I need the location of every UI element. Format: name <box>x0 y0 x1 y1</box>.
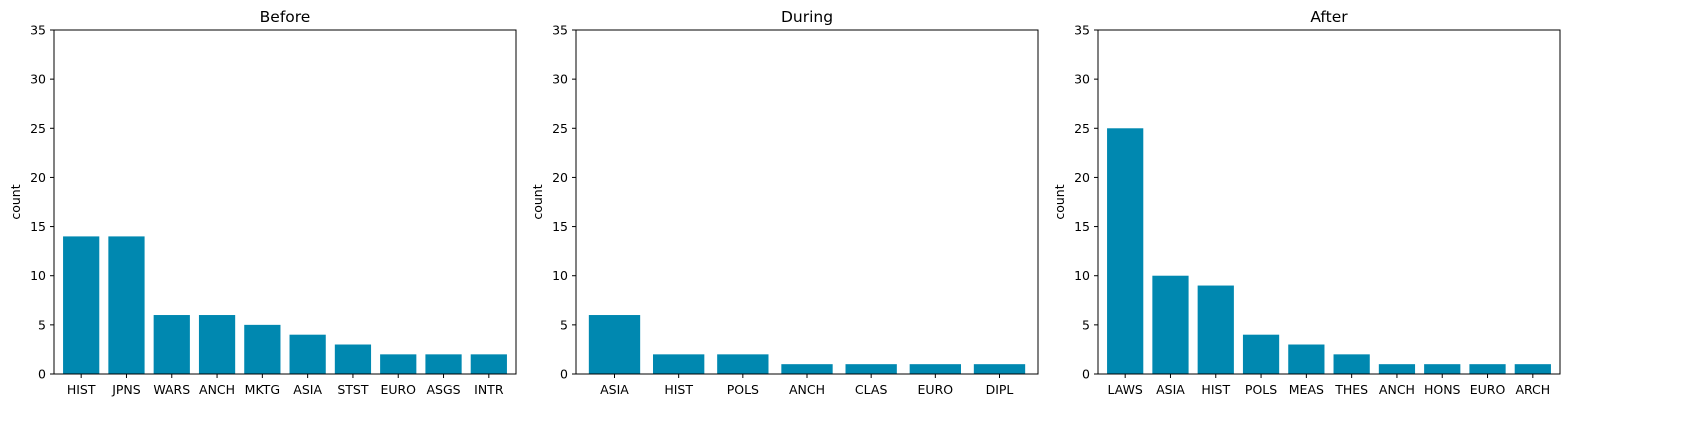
x-tick-label: ANCH <box>789 382 825 397</box>
subplot-1: 0 5 10 15 20 25 30 35 ASIA HIST POLS ANCH CLAS EURO DI… <box>530 8 1039 397</box>
chart-title: Before <box>260 8 311 26</box>
x-tick-label: MKTG <box>245 382 280 397</box>
y-tick-label: 30 <box>1074 72 1090 87</box>
bar-asia <box>588 315 641 374</box>
x-tick-label: STST <box>337 382 369 397</box>
x-tick-label: EURO <box>918 382 954 397</box>
y-tick-label: 35 <box>552 23 568 38</box>
bar-clas <box>845 364 897 374</box>
x-tick-label: POLS <box>727 382 759 397</box>
y-tick-label: 20 <box>1074 170 1090 185</box>
x-tick-label: EURO <box>1470 382 1506 397</box>
y-axis-label: count <box>530 184 545 219</box>
y-tick-label: 25 <box>552 121 568 136</box>
axes-frame <box>575 29 1039 375</box>
bar-thes <box>1333 354 1370 374</box>
x-tick-label: ASIA <box>1156 382 1185 397</box>
x-tick-label: MEAS <box>1289 382 1324 397</box>
bar-pols <box>717 354 769 374</box>
x-tick-label: HIST <box>67 382 96 397</box>
bar-pols <box>1242 334 1280 374</box>
x-tick-label: HIST <box>664 382 693 397</box>
subplot-2: 0 5 10 15 20 25 30 35 LAWS ASIA HIST POLS MEAS THES AN… <box>1052 8 1561 397</box>
bar-euro <box>909 364 961 374</box>
chart-title: After <box>1310 8 1348 26</box>
y-tick-label: 10 <box>1074 268 1090 283</box>
bar-jpns <box>108 236 145 374</box>
y-tick-label: 10 <box>552 268 568 283</box>
y-tick-label: 25 <box>30 121 46 136</box>
x-tick-label: ANCH <box>1379 382 1415 397</box>
bar-anch <box>198 315 236 374</box>
x-tick-label: WARS <box>153 382 190 397</box>
x-tick-label: ASIA <box>600 382 629 397</box>
x-tick-label: JPNS <box>111 382 141 397</box>
x-tick-label: LAWS <box>1107 382 1142 397</box>
x-tick-label: HIST <box>1201 382 1230 397</box>
chart-title: During <box>781 8 833 26</box>
bar-euro <box>380 354 417 374</box>
x-tick-label: ASGS <box>426 382 460 397</box>
y-tick-label: 30 <box>30 72 46 87</box>
y-tick-label: 5 <box>560 317 568 332</box>
y-tick-label: 0 <box>1082 367 1090 382</box>
y-tick-label: 15 <box>552 219 568 234</box>
bar-asia <box>289 334 326 374</box>
x-tick-label: ARCH <box>1515 382 1550 397</box>
subplot-0: 0 5 10 15 20 25 30 35 HIST JPNS WARS ANCH MKTG ASIA ST… <box>8 8 517 397</box>
bar-hons <box>1424 364 1461 374</box>
bar-hist <box>63 236 100 374</box>
bar-mktg <box>244 324 281 374</box>
axes-frame <box>53 29 517 375</box>
axes-frame <box>1097 29 1561 375</box>
bar-hist <box>653 354 705 374</box>
bar-laws <box>1107 128 1144 374</box>
bar-dipl <box>973 364 1026 374</box>
y-tick-label: 5 <box>38 317 46 332</box>
bar-hist <box>1197 285 1234 374</box>
x-tick-label: EURO <box>380 382 416 397</box>
y-axis-label: count <box>8 184 23 219</box>
x-tick-label: INTR <box>474 382 504 397</box>
x-tick-label: CLAS <box>855 382 888 397</box>
x-tick-label: THES <box>1334 382 1368 397</box>
x-tick-label: ANCH <box>199 382 235 397</box>
y-tick-label: 0 <box>38 367 46 382</box>
y-tick-label: 35 <box>30 23 46 38</box>
y-tick-label: 15 <box>1074 219 1090 234</box>
y-tick-label: 5 <box>1082 317 1090 332</box>
y-tick-label: 35 <box>1074 23 1090 38</box>
bar-anch <box>781 364 833 374</box>
x-tick-label: POLS <box>1245 382 1277 397</box>
bar-asia <box>1152 275 1189 374</box>
bar-intr <box>470 354 507 374</box>
y-tick-label: 0 <box>560 367 568 382</box>
x-tick-label: DIPL <box>986 382 1014 397</box>
x-tick-label: HONS <box>1424 382 1461 397</box>
y-tick-label: 30 <box>552 72 568 87</box>
bar-stst <box>334 344 372 374</box>
y-tick-label: 10 <box>30 268 46 283</box>
bar-arch <box>1514 364 1551 374</box>
y-tick-label: 25 <box>1074 121 1090 136</box>
y-axis-label: count <box>1052 184 1067 219</box>
y-tick-label: 15 <box>30 219 46 234</box>
y-tick-label: 20 <box>552 170 568 185</box>
bar-euro <box>1469 364 1506 374</box>
bar-wars <box>153 315 190 374</box>
bar-asgs <box>425 354 462 374</box>
bar-meas <box>1288 344 1325 374</box>
y-tick-label: 20 <box>30 170 46 185</box>
bar-anch <box>1378 364 1416 374</box>
x-tick-label: ASIA <box>293 382 322 397</box>
